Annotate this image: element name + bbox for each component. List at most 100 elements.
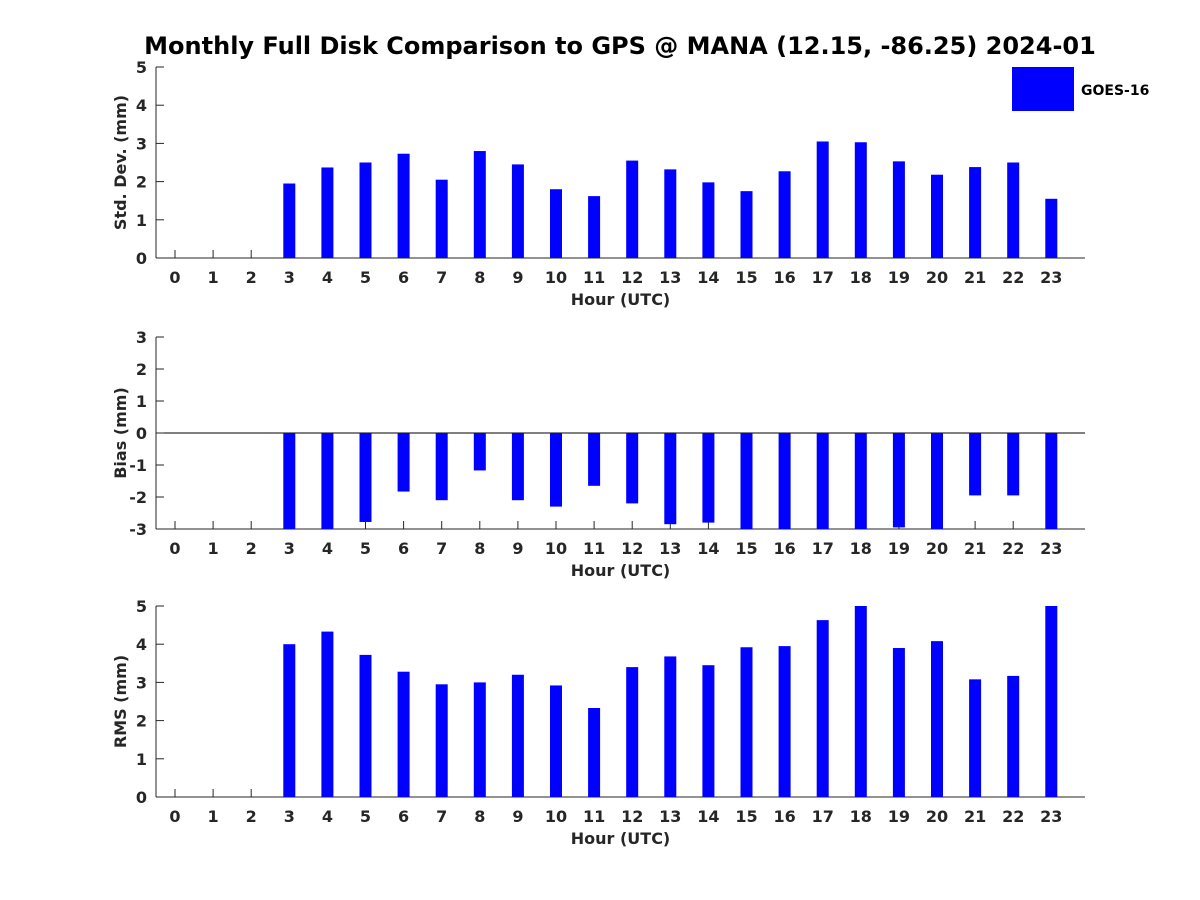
x-axis-label: Hour (UTC) — [571, 290, 671, 309]
bar-hour-15 — [740, 433, 753, 529]
y-tick-label: 0 — [136, 424, 147, 443]
legend-label: GOES-16 — [1081, 83, 1149, 99]
y-tick-label: 5 — [136, 58, 147, 77]
bar-hour-4 — [321, 631, 334, 797]
bar-hour-6 — [397, 153, 410, 258]
y-tick-label: 2 — [136, 173, 147, 192]
y-axis-label: RMS (mm) — [111, 655, 130, 748]
x-tick-label: 23 — [1040, 539, 1062, 558]
y-tick-label: 3 — [136, 134, 147, 153]
bar-hour-16 — [778, 433, 791, 529]
x-tick-label: 2 — [246, 539, 257, 558]
bar-hour-20 — [931, 433, 943, 529]
bar-hour-23 — [1045, 198, 1058, 258]
bar-hour-14 — [702, 665, 715, 797]
chart-title: Monthly Full Disk Comparison to GPS @ MA… — [144, 32, 1096, 60]
x-tick-label: 10 — [545, 539, 567, 558]
bar-hour-11 — [588, 196, 601, 258]
bar-hour-16 — [778, 646, 791, 797]
bar-hour-14 — [702, 433, 715, 523]
x-tick-label: 18 — [850, 268, 872, 287]
bar-hour-10 — [550, 433, 562, 507]
bar-hour-7 — [435, 684, 448, 797]
x-tick-label: 13 — [659, 807, 681, 826]
x-tick-label: 9 — [512, 807, 523, 826]
x-tick-label: 14 — [697, 807, 719, 826]
bar-hour-13 — [664, 433, 677, 525]
bar-hour-17 — [816, 620, 829, 797]
y-axis-label: Std. Dev. (mm) — [111, 95, 130, 230]
y-tick-label: 2 — [136, 360, 147, 379]
x-tick-label: 4 — [322, 268, 333, 287]
y-tick-label: -3 — [129, 520, 147, 539]
x-tick-label: 11 — [583, 268, 605, 287]
x-tick-label: 2 — [246, 807, 257, 826]
bar-hour-18 — [854, 433, 867, 529]
x-tick-label: 13 — [659, 268, 681, 287]
x-tick-label: 5 — [360, 807, 371, 826]
x-tick-label: 6 — [398, 268, 409, 287]
x-tick-label: 8 — [474, 539, 485, 558]
x-tick-label: 8 — [474, 268, 485, 287]
bar-hour-6 — [397, 671, 410, 797]
bar-hour-5 — [359, 654, 372, 797]
x-tick-label: 23 — [1040, 807, 1062, 826]
bar-hour-13 — [664, 169, 677, 258]
bar-hour-23 — [1045, 433, 1058, 529]
bar-hour-21 — [969, 679, 982, 797]
bar-hour-9 — [511, 674, 524, 797]
x-tick-label: 0 — [169, 268, 180, 287]
y-tick-label: 3 — [136, 328, 147, 347]
x-tick-label: 10 — [545, 268, 567, 287]
x-axis-label: Hour (UTC) — [571, 829, 671, 848]
x-tick-label: 22 — [1002, 807, 1024, 826]
x-tick-label: 12 — [621, 539, 643, 558]
x-tick-label: 15 — [735, 268, 757, 287]
bar-hour-9 — [511, 164, 524, 258]
bar-hour-11 — [588, 707, 601, 797]
bar-hour-16 — [778, 171, 791, 258]
y-tick-label: 0 — [136, 249, 147, 268]
y-tick-label: 1 — [136, 211, 147, 230]
y-tick-label: 5 — [136, 597, 147, 616]
x-tick-label: 7 — [436, 807, 447, 826]
x-tick-label: 4 — [322, 539, 333, 558]
bar-hour-9 — [511, 433, 524, 501]
bar-hour-8 — [473, 433, 486, 471]
y-axis-label: Bias (mm) — [111, 387, 130, 479]
bar-hour-18 — [854, 142, 867, 258]
bar-hour-22 — [1007, 433, 1020, 496]
bar-hour-19 — [892, 648, 905, 797]
x-tick-label: 19 — [888, 268, 910, 287]
bar-hour-22 — [1007, 162, 1020, 258]
x-tick-label: 7 — [436, 539, 447, 558]
bar-hour-14 — [702, 182, 715, 258]
x-tick-label: 12 — [621, 807, 643, 826]
bar-hour-7 — [435, 179, 448, 258]
bar-hour-23 — [1045, 606, 1058, 797]
bar-hour-11 — [588, 433, 601, 486]
x-tick-label: 20 — [926, 268, 948, 287]
bar-hour-7 — [435, 433, 448, 501]
x-tick-label: 19 — [888, 807, 910, 826]
legend: GOES-16 — [1012, 67, 1149, 111]
x-tick-label: 16 — [773, 807, 795, 826]
bar-hour-17 — [816, 433, 829, 529]
bar-hour-17 — [816, 141, 829, 258]
x-tick-label: 2 — [246, 268, 257, 287]
bar-hour-5 — [359, 433, 372, 522]
bar-hour-4 — [321, 433, 334, 529]
x-tick-label: 10 — [545, 807, 567, 826]
x-tick-label: 5 — [360, 539, 371, 558]
legend-swatch — [1012, 67, 1074, 111]
x-tick-label: 8 — [474, 807, 485, 826]
bar-hour-22 — [1007, 675, 1020, 797]
x-tick-label: 21 — [964, 268, 986, 287]
x-tick-label: 12 — [621, 268, 643, 287]
x-tick-label: 5 — [360, 268, 371, 287]
x-tick-label: 16 — [773, 539, 795, 558]
